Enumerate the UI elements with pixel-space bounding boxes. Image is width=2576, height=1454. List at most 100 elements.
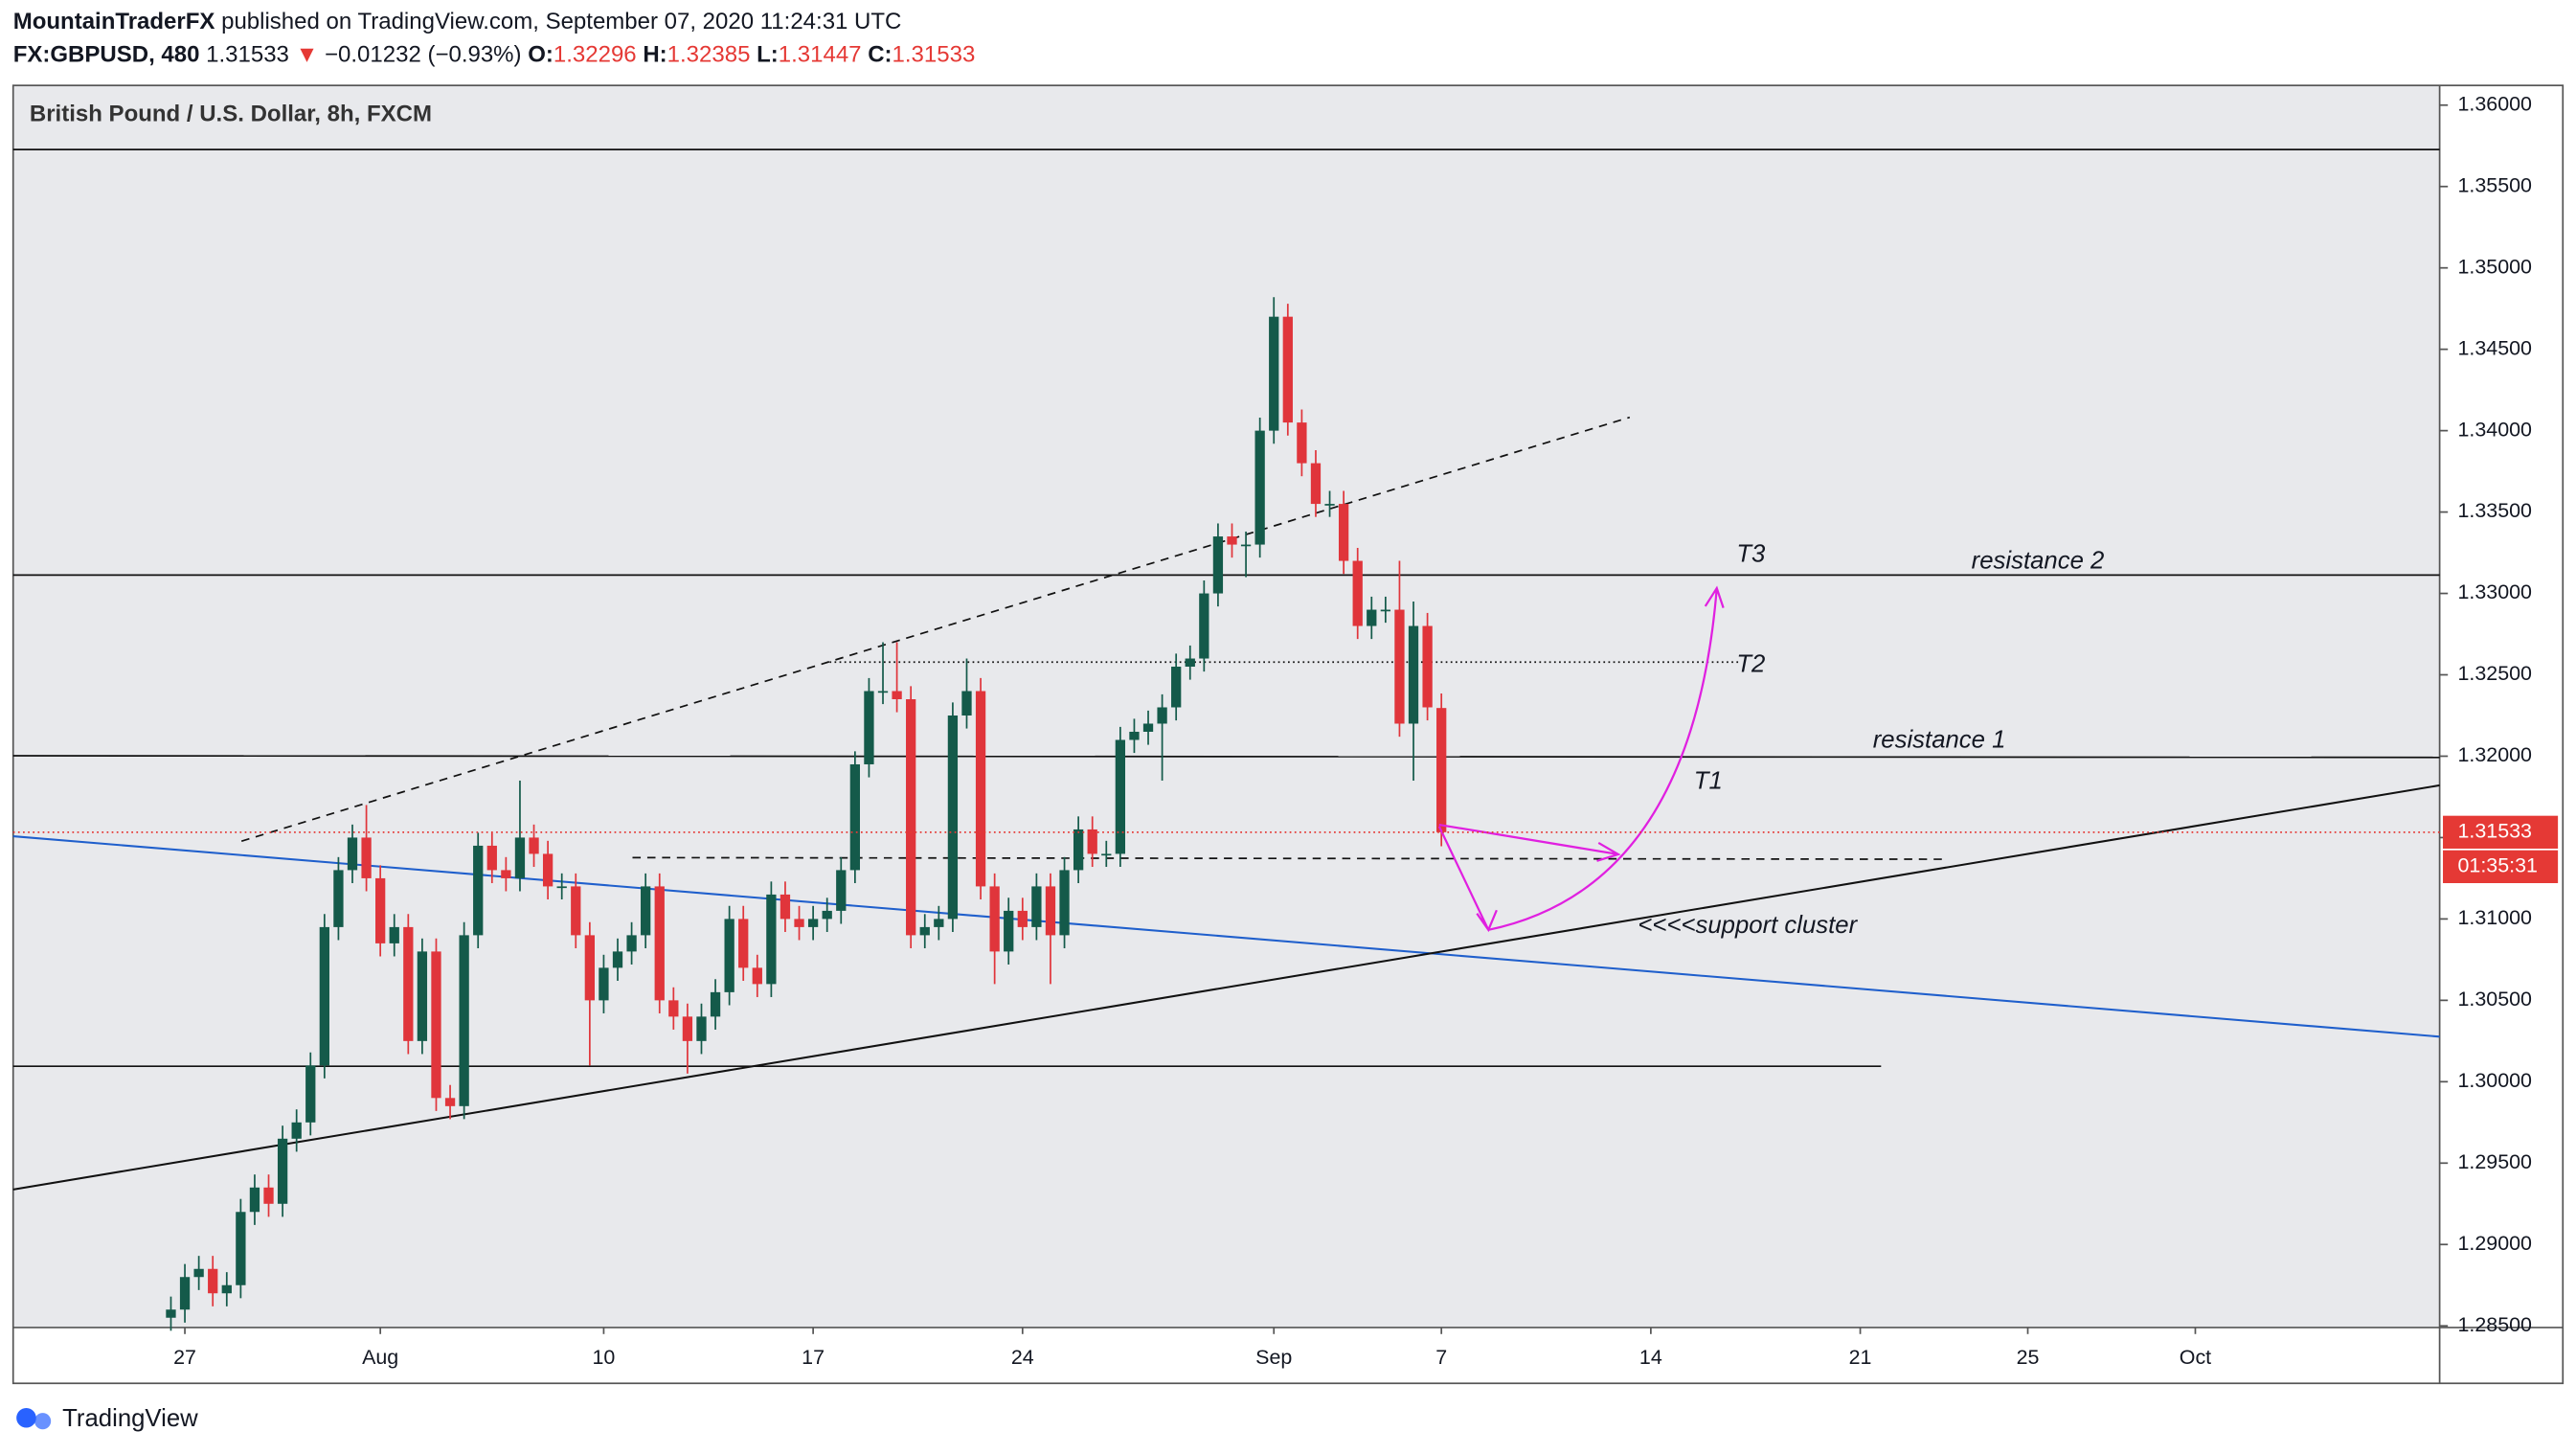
candle-body — [724, 919, 734, 992]
y-tick-label: 1.31000 — [2457, 906, 2532, 929]
drawings — [12, 148, 2440, 1191]
y-tick-label: 1.35500 — [2457, 173, 2532, 196]
candle-body — [1394, 609, 1405, 724]
candle-body — [514, 837, 526, 878]
candle-body — [668, 1000, 679, 1017]
chart-title: British Pound / U.S. Dollar, 8h, FXCM — [30, 101, 432, 126]
candle-body — [934, 919, 944, 927]
candle-body — [249, 1187, 260, 1213]
candle-body — [1087, 829, 1097, 854]
annotation: T2 — [1736, 650, 1765, 677]
candle-body — [556, 886, 567, 889]
candle-body — [864, 691, 874, 764]
candle-body — [1367, 609, 1377, 626]
annotation: resistance 1 — [1873, 726, 2006, 753]
y-tick-label: 1.32000 — [2457, 743, 2532, 766]
frame — [11, 84, 2565, 1385]
candle-body — [696, 1016, 707, 1041]
candle-body — [710, 991, 721, 1017]
support-trendline — [12, 784, 2440, 1191]
candle-body — [738, 919, 749, 968]
y-tick-label: 1.29000 — [2457, 1232, 2532, 1255]
published: published on TradingView.com, September … — [221, 9, 901, 34]
header-line-1: MountainTraderFX published on TradingVie… — [13, 9, 902, 34]
x-tick-label: Oct — [2180, 1346, 2211, 1369]
candle-body — [473, 845, 484, 936]
candle-body — [1171, 667, 1182, 708]
candle-body — [1045, 886, 1056, 936]
candle-body — [1101, 853, 1112, 856]
candle-body — [641, 886, 651, 936]
last: 1.31533 — [206, 42, 289, 68]
candle-body — [599, 967, 609, 1001]
candle-body — [1129, 731, 1140, 740]
candle-body — [1269, 316, 1279, 431]
candle-body — [849, 763, 861, 871]
logo-icon — [16, 1407, 36, 1428]
candle-body — [989, 886, 1000, 952]
annotation: <<<<support cluster — [1638, 912, 1858, 939]
candle-body — [906, 698, 916, 936]
y-tick-label: 1.30500 — [2457, 988, 2532, 1011]
candle-body — [459, 935, 469, 1106]
candle-body — [1380, 609, 1391, 612]
x-tick-label: 21 — [1849, 1346, 1872, 1369]
y-tick-label: 1.33000 — [2457, 580, 2532, 603]
o-label: O: — [528, 42, 554, 68]
candle-body — [542, 853, 554, 887]
footer-brand: TradingView — [62, 1405, 198, 1432]
candle-body — [836, 870, 847, 911]
candle-body — [347, 837, 358, 871]
candle-body — [1408, 625, 1419, 724]
x-tick-label: 27 — [173, 1346, 196, 1369]
h-label: H: — [643, 42, 667, 68]
candles — [166, 297, 1447, 1331]
x-tick-label: 7 — [1435, 1346, 1447, 1369]
candle-body — [1240, 544, 1252, 547]
countdown-tag — [2443, 850, 2559, 884]
candle-body — [1142, 723, 1154, 732]
y-tick-label: 1.32500 — [2457, 662, 2532, 685]
candle-body — [431, 951, 441, 1099]
candle-body — [333, 870, 344, 927]
last-price-label: 1.31533 — [2457, 819, 2532, 842]
arrow: ▼ — [296, 42, 319, 68]
candle-body — [1017, 910, 1028, 927]
candle-body — [361, 837, 372, 878]
x-tick-label: 24 — [1011, 1346, 1034, 1369]
candle-body — [375, 877, 386, 943]
projection-arrows — [1437, 585, 1725, 933]
x-tick-label: Aug — [362, 1346, 398, 1369]
candle-body — [1338, 504, 1349, 561]
countdown-label: 01:35:31 — [2457, 854, 2537, 877]
candle-body — [1422, 625, 1433, 708]
last-price-tag — [2443, 815, 2559, 849]
candle-body — [263, 1187, 274, 1204]
c-label: C: — [868, 42, 892, 68]
candle-body — [947, 715, 959, 920]
candle-body — [529, 837, 539, 854]
candle-body — [1004, 910, 1014, 952]
candle-body — [291, 1122, 302, 1139]
horizontal-line — [12, 755, 2440, 759]
y-tick-label: 1.29500 — [2457, 1150, 2532, 1173]
y-tick-label: 1.35000 — [2457, 255, 2532, 278]
candle-body — [193, 1268, 204, 1278]
change: −0.01232 (−0.93%) — [325, 42, 522, 68]
candle-body — [1212, 536, 1224, 594]
y-tick-label: 1.30000 — [2457, 1069, 2532, 1092]
candle-body — [1185, 658, 1195, 668]
candle-body — [766, 894, 777, 985]
x-tick-label: 25 — [2017, 1346, 2040, 1369]
candle-body — [1324, 504, 1335, 506]
candle-body — [752, 967, 762, 985]
candle-body — [389, 926, 399, 943]
candle-body — [166, 1309, 176, 1318]
candle-body — [277, 1138, 288, 1204]
o-value: 1.32296 — [554, 42, 637, 68]
candle-body — [877, 691, 889, 693]
candle-body — [236, 1212, 246, 1285]
candle-body — [319, 926, 329, 1066]
candle-body — [221, 1284, 232, 1294]
